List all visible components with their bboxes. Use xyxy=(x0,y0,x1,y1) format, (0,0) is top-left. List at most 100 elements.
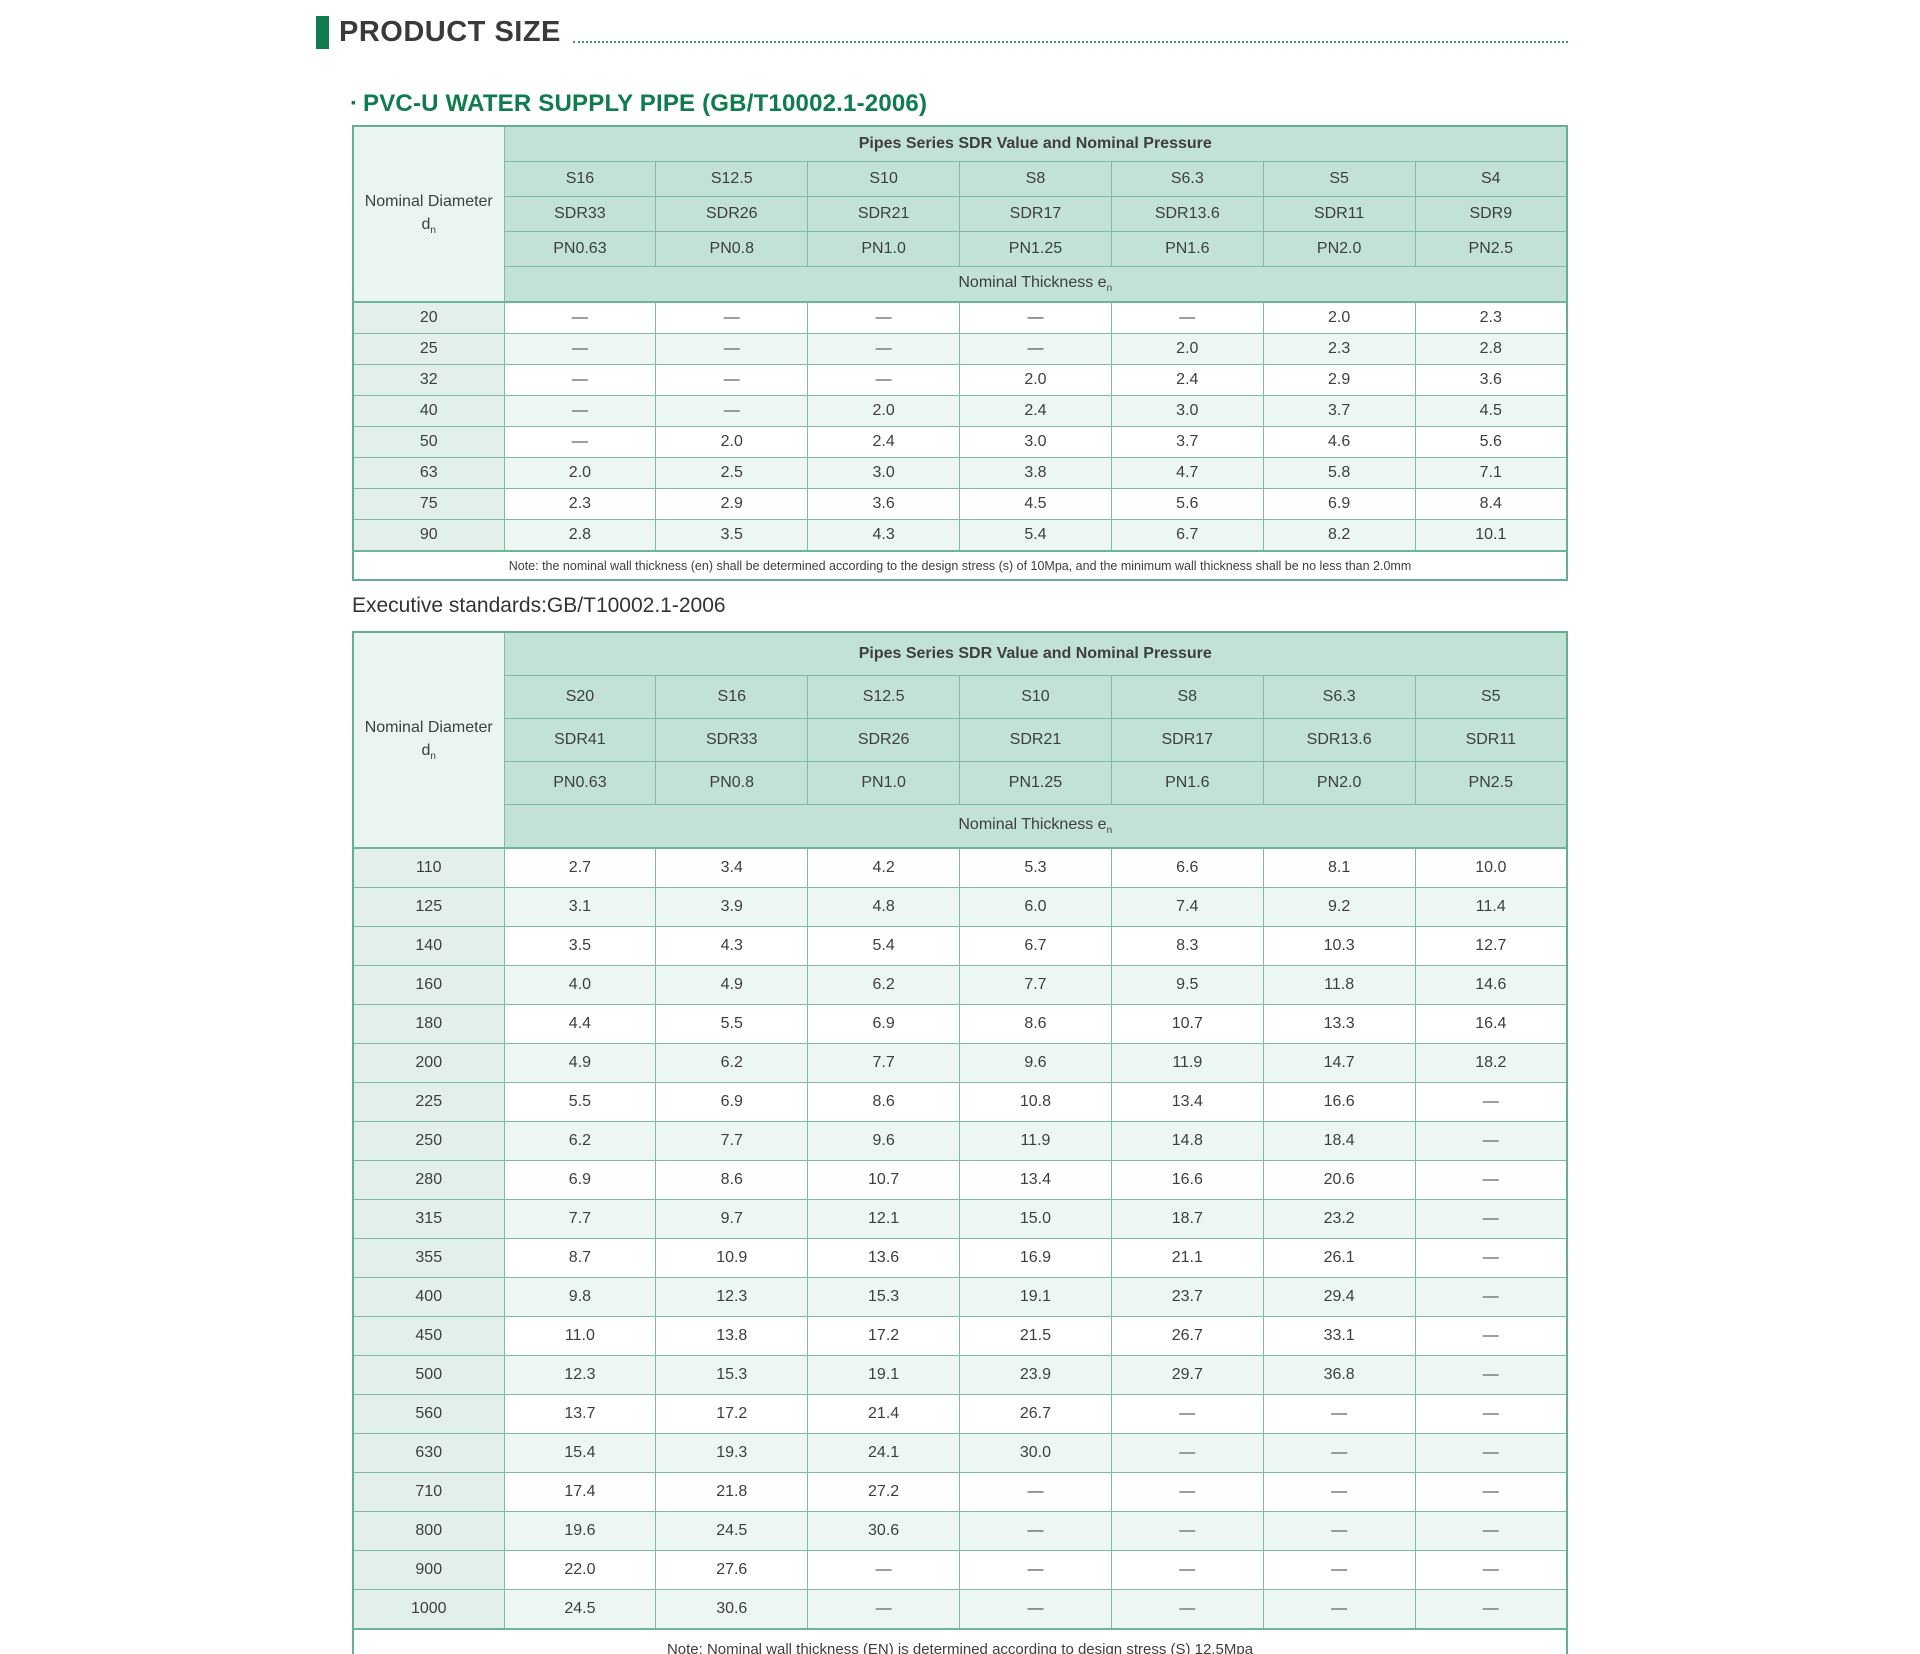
table-header-row: Nominal Diameter dn Pipes Series SDR Value… xyxy=(352,631,1568,849)
row-diameter-cell: 900 xyxy=(352,1550,505,1590)
value-cell: — xyxy=(959,1511,1112,1551)
value-cell: — xyxy=(807,333,961,365)
value-cell: 9.2 xyxy=(1262,887,1416,927)
value-cell: 6.2 xyxy=(807,965,961,1005)
value-cell: 26.7 xyxy=(1110,1316,1264,1356)
value-cell: — xyxy=(1414,1472,1568,1512)
value-cell: 2.0 xyxy=(503,457,657,489)
value-cell: — xyxy=(1262,1589,1416,1630)
table-row: 125 3.1 3.9 4.8 6.0 7.4 9.2 11.4 xyxy=(352,887,1568,927)
small-pipe-table-container: Nominal Diameter dn Pipes Series SDR Value… xyxy=(352,125,1568,581)
value-cell: 15.3 xyxy=(807,1277,961,1317)
table-row: 800 19.6 24.5 30.6— — — — xyxy=(352,1511,1568,1551)
value-cell: 2.9 xyxy=(655,488,809,520)
row-diameter-cell: 1000 xyxy=(352,1589,505,1630)
value-cell: 6.2 xyxy=(655,1043,809,1083)
row-diameter-cell: 63 xyxy=(352,457,505,489)
value-cell: 5.5 xyxy=(503,1082,657,1122)
value-cell: 7.7 xyxy=(807,1043,961,1083)
col-header-s: S16 xyxy=(655,675,809,719)
value-cell: 21.8 xyxy=(655,1472,809,1512)
value-cell: 16.4 xyxy=(1414,1004,1568,1044)
row-diameter-cell: 315 xyxy=(352,1199,505,1239)
col-header-s: S8 xyxy=(959,161,1112,197)
value-cell: 33.1 xyxy=(1262,1316,1416,1356)
value-cell: — xyxy=(1110,1394,1264,1434)
value-cell: 19.3 xyxy=(655,1433,809,1473)
value-cell: — xyxy=(1110,1472,1264,1512)
value-cell: — xyxy=(503,301,657,334)
value-cell: — xyxy=(959,301,1112,334)
col-header-sdr: SDR33 xyxy=(655,718,809,762)
value-cell: — xyxy=(959,333,1112,365)
value-cell: 10.0 xyxy=(1414,847,1568,888)
table-header-row: SDR41 SDR33 SDR26 SDR21 SDR17 SDR13.6 SDR11 xyxy=(353,718,1568,762)
value-cell: 24.5 xyxy=(503,1589,657,1630)
table-row: 63 2.0 2.5 3.0 3.8 4.7 5.8 7.1 xyxy=(352,457,1568,489)
value-cell: 7.4 xyxy=(1110,887,1264,927)
value-cell: 13.8 xyxy=(655,1316,809,1356)
col-header-sdr: SDR21 xyxy=(959,718,1112,762)
col-header-s: S12.5 xyxy=(807,675,961,719)
col-header-pn: PN2.0 xyxy=(1262,761,1416,805)
row-diameter-cell: 40 xyxy=(352,395,505,427)
note-cell: Note: Nominal wall thickness (EN) is det… xyxy=(352,1628,1568,1654)
value-cell: 8.6 xyxy=(807,1082,961,1122)
value-cell: 13.4 xyxy=(1110,1082,1264,1122)
value-cell: 2.4 xyxy=(807,426,961,458)
value-cell: 11.9 xyxy=(1110,1043,1264,1083)
value-cell: 4.4 xyxy=(503,1004,657,1044)
value-cell: — xyxy=(1110,1589,1264,1630)
row-diameter-cell: 20 xyxy=(352,301,505,334)
value-cell: 29.7 xyxy=(1110,1355,1264,1395)
value-cell: 6.9 xyxy=(1262,488,1416,520)
value-cell: — xyxy=(1414,1589,1568,1630)
value-cell: 19.1 xyxy=(959,1277,1112,1317)
col-header-s: S6.3 xyxy=(1262,675,1416,719)
value-cell: 2.8 xyxy=(503,519,657,552)
table-header-row: SDR33 SDR26 SDR21 SDR17 SDR13.6 SDR11 SDR9 xyxy=(353,196,1568,232)
row-diameter-cell: 50 xyxy=(352,426,505,458)
row-diameter-cell: 32 xyxy=(352,364,505,396)
value-cell: 6.7 xyxy=(959,926,1112,966)
table-row: 900 22.0 27.6— — — — — xyxy=(352,1550,1568,1590)
col-header-s: S10 xyxy=(807,161,961,197)
value-cell: 30.0 xyxy=(959,1433,1112,1473)
table-row: 110 2.7 3.4 4.2 5.3 6.6 8.1 10.0 xyxy=(352,847,1568,888)
table-header-row: S16 S12.5 S10 S8 S6.3 S5 S4 xyxy=(353,161,1568,197)
value-cell: 3.0 xyxy=(807,457,961,489)
table-row: 90 2.8 3.5 4.3 5.4 6.7 8.2 10.1 xyxy=(352,519,1568,552)
table-row: 20— — — — —2.0 2.3 xyxy=(352,301,1568,334)
col-header-pn: PN1.0 xyxy=(807,231,961,267)
row-diameter-cell: 140 xyxy=(352,926,505,966)
value-cell: 4.9 xyxy=(655,965,809,1005)
value-cell: 8.6 xyxy=(655,1160,809,1200)
table-row: 630 15.4 19.3 24.1 30.0— — — xyxy=(352,1433,1568,1473)
table-row: 50—2.0 2.4 3.0 3.7 4.6 5.6 xyxy=(352,426,1568,458)
table-row: 400 9.8 12.3 15.3 19.1 23.7 29.4— xyxy=(352,1277,1568,1317)
value-cell: 10.7 xyxy=(807,1160,961,1200)
row-diameter-cell: 560 xyxy=(352,1394,505,1434)
value-cell: — xyxy=(655,395,809,427)
value-cell: 13.4 xyxy=(959,1160,1112,1200)
table-row: 200 4.9 6.2 7.7 9.6 11.9 14.7 18.2 xyxy=(352,1043,1568,1083)
col-header-sdr: SDR11 xyxy=(1262,196,1416,232)
value-cell: 19.1 xyxy=(807,1355,961,1395)
value-cell: 30.6 xyxy=(655,1589,809,1630)
col-header-sdr: SDR9 xyxy=(1414,196,1568,232)
col-header-s: S10 xyxy=(959,675,1112,719)
value-cell: 11.4 xyxy=(1414,887,1568,927)
value-cell: 36.8 xyxy=(1262,1355,1416,1395)
value-cell: 11.0 xyxy=(503,1316,657,1356)
value-cell: 17.2 xyxy=(807,1316,961,1356)
value-cell: 9.5 xyxy=(1110,965,1264,1005)
value-cell: 3.6 xyxy=(1414,364,1568,396)
value-cell: 12.3 xyxy=(655,1277,809,1317)
dotted-leader xyxy=(572,41,1568,43)
section-header: PRODUCT SIZE xyxy=(316,12,1568,52)
value-cell: — xyxy=(1110,1433,1264,1473)
row-diameter-cell: 630 xyxy=(352,1433,505,1473)
table-row: 450 11.0 13.8 17.2 21.5 26.7 33.1— xyxy=(352,1316,1568,1356)
row-diameter-cell: 450 xyxy=(352,1316,505,1356)
